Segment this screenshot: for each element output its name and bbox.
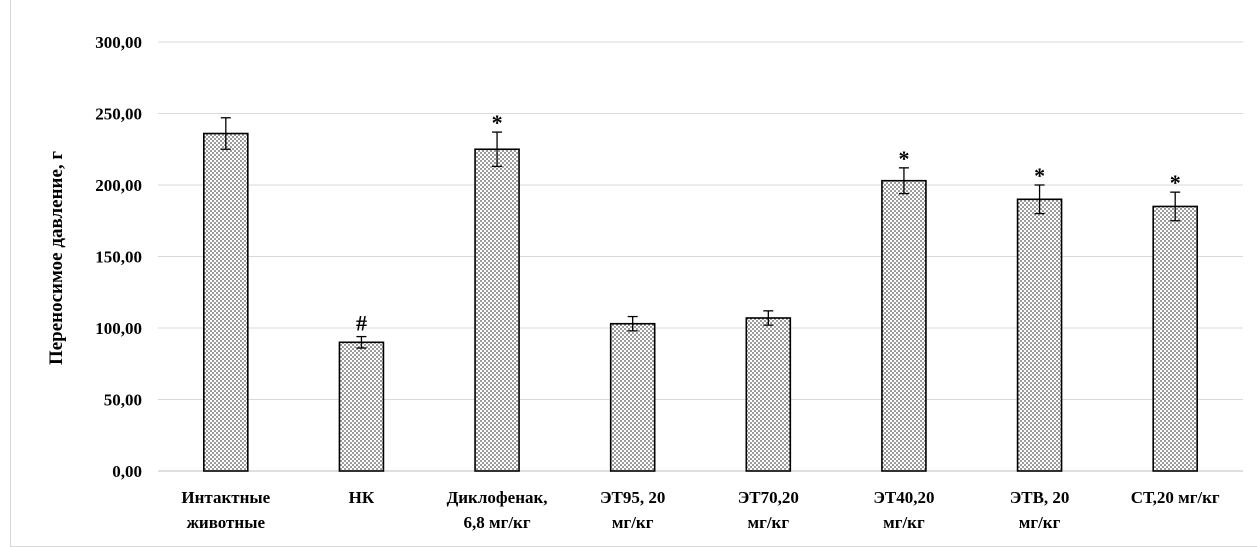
x-category-label: мг/кг [1019, 513, 1061, 532]
y-tick-label: 250,00 [95, 105, 142, 124]
x-category-label: ЭТ70,20 [738, 488, 799, 507]
x-category-label: НК [349, 488, 375, 507]
bar [204, 134, 248, 471]
y-tick-label: 50,00 [104, 391, 142, 410]
gridlines [158, 42, 1243, 471]
bar [882, 181, 926, 471]
x-category-label: ЭТ95, 20 [600, 488, 665, 507]
significance-mark: * [898, 146, 909, 171]
x-category-label: 6,8 мг/кг [464, 513, 531, 532]
y-tick-label: 0,00 [112, 462, 142, 481]
x-category-label: животные [187, 513, 266, 532]
x-axis-categories: Интактные животные НК Диклофенак, 6,8 мг/кг Э… [181, 488, 1220, 532]
significance-mark: # [356, 311, 367, 336]
x-category-label: мг/кг [748, 513, 790, 532]
x-category-label: Интактные [181, 488, 270, 507]
x-category-label: мг/кг [612, 513, 654, 532]
y-tick-label: 100,00 [95, 319, 142, 338]
bars [204, 134, 1197, 471]
x-category-label: СТ,20 мг/кг [1131, 488, 1220, 507]
x-category-label: Диклофенак, [447, 488, 548, 507]
y-axis-ticks: 0,00 50,00 100,00 150,00 200,00 250,00 300,00 [95, 33, 142, 481]
x-category-label: ЭТ40,20 [873, 488, 934, 507]
significance-mark: * [1034, 163, 1045, 188]
significance-mark: * [492, 110, 503, 135]
bar [339, 342, 383, 471]
y-tick-label: 150,00 [95, 248, 142, 267]
significance-mark: * [1170, 170, 1181, 195]
bar [746, 318, 790, 471]
bar [611, 324, 655, 471]
y-axis-label: Переносимое давление, г [46, 151, 67, 365]
x-category-label: мг/кг [883, 513, 925, 532]
bar [1018, 199, 1062, 471]
x-category-label: ЭТВ, 20 [1010, 488, 1070, 507]
y-tick-label: 200,00 [95, 176, 142, 195]
bar [475, 149, 519, 471]
bar [1153, 206, 1197, 471]
y-tick-label: 300,00 [95, 33, 142, 52]
